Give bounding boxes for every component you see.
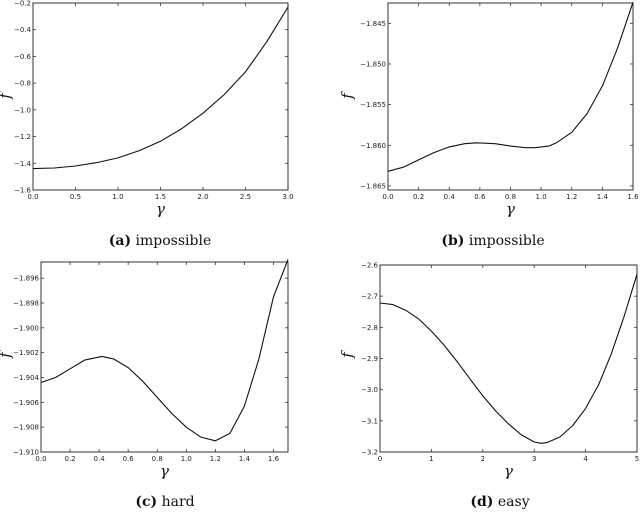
y-tick-label: −0.6 xyxy=(14,53,32,61)
y-axis-label: f xyxy=(0,350,14,359)
x-tick-label: 1 xyxy=(429,455,433,463)
y-tick-label: −0.2 xyxy=(14,0,31,8)
x-tick-label: 1.0 xyxy=(536,193,547,201)
y-tick-label: −2.7 xyxy=(361,293,378,301)
data-curve xyxy=(379,274,638,444)
x-tick-label: 0 xyxy=(378,455,382,463)
x-tick-label: 0.5 xyxy=(70,193,81,201)
y-tick-label: −2.9 xyxy=(361,355,378,363)
y-tick-label: −1.2 xyxy=(14,133,31,141)
x-tick-label: 0.6 xyxy=(123,455,135,463)
x-tick-label: 0.4 xyxy=(94,455,106,463)
y-tick-label: −1.850 xyxy=(360,60,386,68)
x-tick-label: 0.8 xyxy=(152,455,163,463)
plot-panel-a: 0.0 0.5 1.0 1.5 2.0 2.5 3.0 −1.6 −1.4 −1.2 −1.0 −0.… xyxy=(0,0,294,218)
y-axis-label: f xyxy=(338,350,356,359)
data-curve xyxy=(387,2,634,172)
x-tick-label: 1.5 xyxy=(155,193,166,201)
x-tick-label: 0.6 xyxy=(474,193,486,201)
x-tick-label: 3 xyxy=(532,455,536,463)
x-tick-label: 0.2 xyxy=(413,193,424,201)
x-tick-label: 1.0 xyxy=(112,193,123,201)
x-tick-label: 0.0 xyxy=(27,193,38,201)
plot-frame xyxy=(32,2,289,191)
data-curve xyxy=(32,6,289,170)
y-tick-label: −1.896 xyxy=(13,275,39,283)
y-tick-label: −2.6 xyxy=(361,262,379,270)
x-tick-label: 1.0 xyxy=(181,455,192,463)
x-tick-label: 1.4 xyxy=(239,455,251,463)
plot-panel-c: 0.0 0.2 0.4 0.6 0.8 1.0 1.2 1.4 1.6 −1.910 −1.908 −… xyxy=(0,259,289,480)
x-tick-label: 1.6 xyxy=(627,193,639,201)
y-tick-label: −1.860 xyxy=(360,142,386,150)
x-axis-label: γ xyxy=(156,200,165,218)
x-tick-label: 0.2 xyxy=(64,455,75,463)
y-tick-label: −0.4 xyxy=(14,26,32,34)
x-tick-label: 2.5 xyxy=(240,193,251,201)
y-tick-label: −3.0 xyxy=(361,386,378,394)
x-tick-label: 1.4 xyxy=(597,193,609,201)
caption-d: (d) easy xyxy=(470,494,530,510)
y-tick-label: −1.4 xyxy=(14,160,32,168)
data-curve xyxy=(40,259,289,442)
plot-frame xyxy=(40,261,289,453)
x-tick-label: 1.6 xyxy=(268,455,280,463)
x-axis-label: γ xyxy=(504,462,513,480)
x-tick-label: 0.4 xyxy=(444,193,456,201)
x-tick-label: 1.2 xyxy=(566,193,577,201)
y-tick-label: −1.910 xyxy=(13,449,39,457)
y-tick-label: −1.845 xyxy=(360,20,386,28)
x-tick-label: 2.0 xyxy=(197,193,208,201)
y-tick-label: −1.908 xyxy=(13,424,39,432)
y-tick-label: −1.0 xyxy=(14,106,31,114)
plot-panel-b: 0.0 0.2 0.4 0.6 0.8 1.0 1.2 1.4 1.6 −1.865 −1.860 −… xyxy=(338,2,639,218)
x-tick-label: 3.0 xyxy=(282,193,293,201)
x-tick-label: 1.2 xyxy=(210,455,221,463)
y-tick-label: −0.8 xyxy=(14,80,31,88)
plot-panel-d: 0 1 2 3 4 5 −3.2 −3.1 −3.0 −2.9 −2.8 −2.7 −2.6 γ f xyxy=(338,262,639,481)
y-tick-label: −1.900 xyxy=(13,324,39,332)
x-axis-label: γ xyxy=(160,462,169,480)
x-axis-label: γ xyxy=(506,200,515,218)
x-tick-label: 0.0 xyxy=(382,193,393,201)
y-tick-label: −1.904 xyxy=(13,374,39,382)
x-tick-label: 0.8 xyxy=(505,193,516,201)
caption-b: (b) impossible xyxy=(441,233,545,249)
y-tick-label: −2.8 xyxy=(361,324,378,332)
caption-c: (c) hard xyxy=(135,494,195,510)
x-tick-label: 0.0 xyxy=(35,455,46,463)
y-tick-label: −1.898 xyxy=(13,299,39,307)
x-tick-label: 4 xyxy=(583,455,588,463)
y-tick-label: −1.6 xyxy=(14,187,32,195)
y-tick-label: −1.902 xyxy=(13,349,39,357)
y-tick-label: −3.2 xyxy=(361,449,378,457)
x-tick-label: 5 xyxy=(635,455,639,463)
y-axis-label: f xyxy=(0,91,14,100)
y-tick-label: −1.855 xyxy=(360,101,386,109)
y-tick-label: −3.1 xyxy=(361,417,378,425)
y-tick-label: −1.865 xyxy=(360,182,386,190)
x-tick-label: 2 xyxy=(481,455,485,463)
y-axis-label: f xyxy=(338,91,356,100)
y-tick-label: −1.906 xyxy=(13,399,39,407)
caption-a: (a) impossible xyxy=(108,233,212,249)
